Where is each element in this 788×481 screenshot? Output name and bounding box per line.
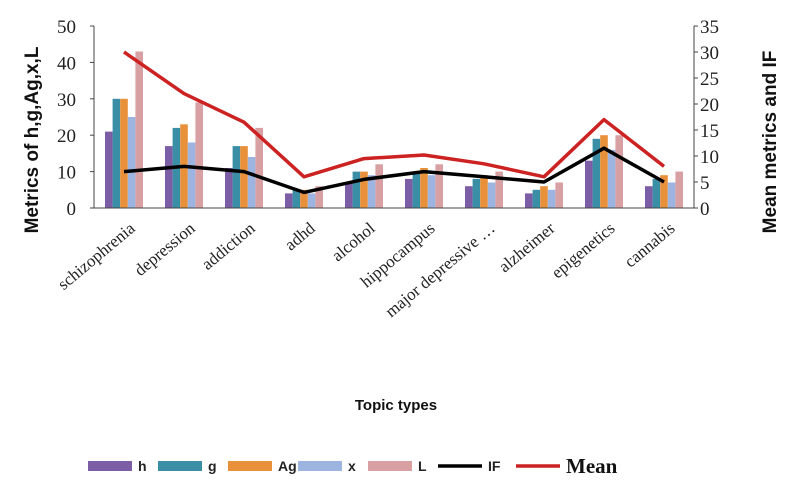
bar-x-4 <box>367 175 376 208</box>
bar-x-7 <box>547 189 556 208</box>
bar-g-4 <box>352 171 361 208</box>
y-tick-label: 40 <box>57 53 76 74</box>
bar-x-2 <box>247 157 256 208</box>
bar-g-8 <box>592 138 601 208</box>
bar-L-3 <box>315 186 323 208</box>
bar-h-9 <box>645 186 653 208</box>
bar-x-3 <box>307 193 316 208</box>
bar-Ag-7 <box>540 186 548 208</box>
axes <box>93 26 695 209</box>
legend-label-x: x <box>348 458 356 474</box>
bar-L-9 <box>675 171 683 208</box>
bar-Ag-2 <box>240 146 248 208</box>
y2-tick-label: 10 <box>700 147 719 168</box>
legend-label-g: g <box>208 458 217 474</box>
legend: h g Ag x L IF Mean <box>88 454 618 478</box>
x-axis-title: Topic types <box>355 397 437 414</box>
legend-label-Mean: Mean <box>566 454 618 478</box>
bar-x-6 <box>487 182 496 208</box>
y2-tick-label: 25 <box>700 69 719 90</box>
bar-g-0 <box>112 98 121 208</box>
bar-h-0 <box>105 131 113 208</box>
y2-tick-label: 0 <box>700 199 710 220</box>
bar-Ag-3 <box>300 189 308 208</box>
bar-L-6 <box>495 171 503 208</box>
line-IF <box>123 146 665 195</box>
legend-label-IF: IF <box>488 458 501 474</box>
bar-L-4 <box>375 164 383 208</box>
bar-L-2 <box>255 127 263 208</box>
bar-x-8 <box>607 149 616 208</box>
y-tick-label: 10 <box>57 163 76 184</box>
y2-tick-label: 5 <box>700 173 710 194</box>
legend-label-L: L <box>418 458 427 474</box>
bar-h-3 <box>285 193 293 208</box>
bar-L-8 <box>615 135 623 208</box>
bar-L-1 <box>195 102 203 208</box>
legend-swatch-h <box>88 461 132 471</box>
bar-Ag-5 <box>420 168 428 208</box>
category-label: cannabis <box>621 219 679 272</box>
y-tick-label: 0 <box>67 199 77 220</box>
category-label: adhd <box>281 218 319 254</box>
line-group <box>123 50 666 195</box>
y2-tick-label: 35 <box>700 17 719 38</box>
bar-g-5 <box>412 171 421 208</box>
bar-h-4 <box>345 182 353 208</box>
bar-h-5 <box>405 178 413 208</box>
category-label: depression <box>131 218 199 280</box>
category-label: alcohol <box>328 218 379 265</box>
legend-swatch-L <box>368 461 412 471</box>
y2-axis-title: Mean metrics and IF <box>760 51 781 234</box>
y-axis-title: Metrics of h,g,Ag,x,L <box>22 46 43 233</box>
line-Mean <box>123 50 666 179</box>
bar-g-2 <box>232 146 241 208</box>
bar-L-7 <box>555 182 563 208</box>
legend-swatch-Ag <box>228 461 272 471</box>
bar-h-6 <box>465 186 473 208</box>
category-label: epigenetics <box>548 219 619 283</box>
bar-x-5 <box>427 175 436 208</box>
bar-h-1 <box>165 146 173 208</box>
bar-L-5 <box>435 164 443 208</box>
y-tick-label: 50 <box>57 17 76 38</box>
bar-h-2 <box>225 168 233 208</box>
bar-x-1 <box>187 142 196 208</box>
bar-g-6 <box>472 178 481 208</box>
bar-Ag-9 <box>660 175 668 208</box>
bar-g-3 <box>292 189 301 208</box>
y2-tick-label: 15 <box>700 121 719 142</box>
bar-L-0 <box>135 51 143 208</box>
bar-x-9 <box>667 182 676 208</box>
y2-tick-label: 20 <box>700 95 719 116</box>
y-tick-label: 20 <box>57 126 76 147</box>
legend-swatch-x <box>298 461 342 471</box>
category-label: addiction <box>198 218 259 274</box>
bar-g-9 <box>652 178 661 208</box>
legend-swatch-g <box>158 461 202 471</box>
bar-group <box>105 51 683 208</box>
bar-g-7 <box>532 189 541 208</box>
bar-Ag-4 <box>360 171 368 208</box>
tick-labels: 0 10 20 30 40 50 0 5 10 15 20 25 30 35 <box>57 17 719 220</box>
category-label: major depressive … <box>381 219 498 322</box>
bar-h-7 <box>525 193 533 208</box>
bar-Ag-6 <box>480 175 488 208</box>
legend-label-h: h <box>138 458 147 474</box>
bar-h-8 <box>585 160 593 208</box>
category-label: schizophrenia <box>54 218 139 294</box>
y2-tick-label: 30 <box>700 43 719 64</box>
bar-x-0 <box>127 117 136 208</box>
y-tick-label: 30 <box>57 90 76 111</box>
bar-Ag-8 <box>600 135 608 208</box>
legend-label-Ag: Ag <box>278 458 297 474</box>
bar-Ag-0 <box>120 98 128 208</box>
